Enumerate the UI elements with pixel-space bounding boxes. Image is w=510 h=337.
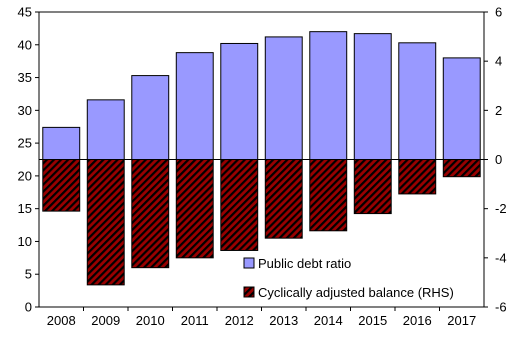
left-tick-label: 30: [18, 103, 32, 118]
bar-public-debt-ratio-2009: [86, 99, 125, 160]
bar-cyclically-adjusted-balance-2012: [220, 159, 259, 251]
bar-cyclically-adjusted-balance-2011: [175, 159, 214, 259]
x-tick-label-2011: 2011: [181, 313, 209, 328]
right-tick-label: 6: [495, 5, 502, 20]
legend-label-cyclically-adjusted-balance: Cyclically adjusted balance (RHS): [258, 285, 454, 300]
bar-cyclically-adjusted-balance-2017: [442, 159, 481, 178]
left-tick-label: 0: [25, 300, 32, 315]
x-tick-label-2012: 2012: [225, 313, 254, 328]
bar-public-debt-ratio-2014: [309, 31, 348, 161]
bar-cyclically-adjusted-balance-2015: [353, 159, 392, 215]
legend-label-public-debt-ratio: Public debt ratio: [258, 256, 351, 271]
debt-bars: [42, 31, 481, 161]
legend: Public debt ratio Cyclically adjusted ba…: [243, 256, 454, 300]
left-tick-label: 10: [18, 234, 32, 249]
bar-cyclically-adjusted-balance-2008: [42, 159, 81, 212]
bar-cyclically-adjusted-balance-2014: [309, 159, 348, 232]
bar-public-debt-ratio-2013: [264, 36, 303, 160]
x-tick-label-2009: 2009: [91, 313, 120, 328]
x-tick-label-2017: 2017: [447, 313, 476, 328]
left-tick-label: 40: [18, 37, 32, 52]
bar-public-debt-ratio-2015: [353, 33, 392, 161]
legend-swatch-public-debt-ratio: [243, 257, 255, 269]
left-axis-ticks: 0 5 10 15 20 25 30 35 40 45: [18, 5, 39, 315]
bar-public-debt-ratio-2017: [442, 57, 481, 161]
x-tick-label-2016: 2016: [403, 313, 432, 328]
bar-cyclically-adjusted-balance-2016: [398, 159, 437, 195]
bar-public-debt-ratio-2010: [131, 75, 170, 160]
bar-cyclically-adjusted-balance-2009: [86, 159, 125, 286]
right-tick-label: -4: [495, 250, 507, 265]
right-tick-label: 0: [495, 152, 502, 167]
x-tick-label-2015: 2015: [358, 313, 387, 328]
bar-public-debt-ratio-2012: [220, 42, 259, 160]
x-tick-label-2013: 2013: [269, 313, 298, 328]
balance-bars: [42, 159, 481, 286]
x-tick-label-2008: 2008: [47, 313, 76, 328]
bar-public-debt-ratio-2016: [398, 42, 437, 160]
bar-public-debt-ratio-2008: [42, 126, 81, 160]
left-tick-label: 15: [18, 201, 32, 216]
x-axis-ticks: 2008 2009 2010 2011 2012 2013 2014 2015 2016 2017: [47, 307, 476, 328]
right-tick-label: 2: [495, 103, 502, 118]
x-tick-label-2014: 2014: [314, 313, 343, 328]
right-tick-label: 4: [495, 54, 502, 69]
left-tick-label: 35: [18, 70, 32, 85]
legend-swatch-cyclically-adjusted-balance: [243, 286, 255, 298]
right-tick-label: -6: [495, 300, 507, 315]
left-tick-label: 25: [18, 136, 32, 151]
right-axis-ticks: -6 -4 -2 0 2 4 6: [484, 5, 507, 315]
bar-public-debt-ratio-2011: [175, 52, 214, 160]
right-tick-label: -2: [495, 201, 507, 216]
bar-cyclically-adjusted-balance-2010: [131, 159, 170, 269]
left-tick-label: 5: [25, 267, 32, 282]
left-tick-label: 45: [18, 5, 32, 20]
x-tick-label-2010: 2010: [136, 313, 165, 328]
bar-cyclically-adjusted-balance-2013: [264, 159, 303, 239]
left-tick-label: 20: [18, 168, 32, 183]
